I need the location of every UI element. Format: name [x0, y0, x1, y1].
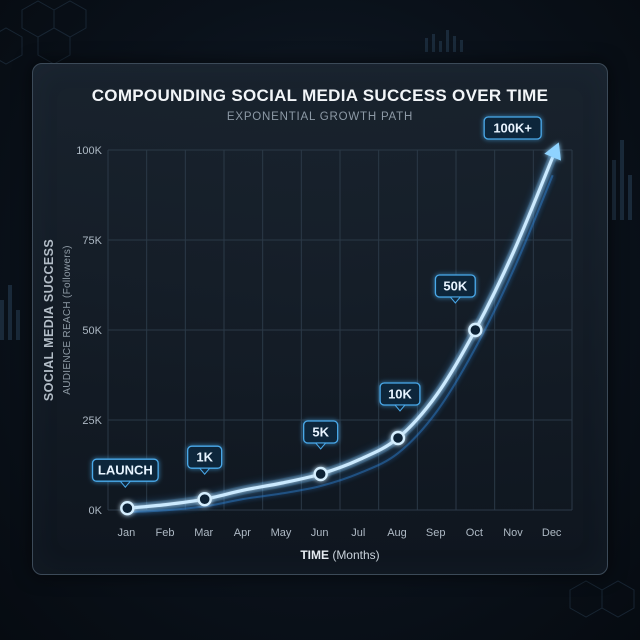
x-tick-label: Aug — [387, 527, 407, 539]
chart-subtitle: EXPONENTIAL GROWTH PATH — [226, 111, 414, 123]
x-tick-label: Feb — [156, 527, 175, 539]
milestone-point — [468, 322, 483, 338]
milestone-point — [120, 501, 135, 516]
milestone-label: 100K+ — [493, 121, 532, 136]
x-tick-label: Apr — [234, 527, 251, 539]
milestone-label: 1K — [196, 450, 213, 465]
x-axis-label: TIME (Months) — [300, 548, 379, 562]
callout-pointer — [449, 296, 462, 304]
milestone-label: 10K — [388, 387, 412, 402]
x-tick-label: Jan — [117, 527, 135, 539]
callout-pointer — [119, 480, 132, 488]
milestone-point — [197, 492, 212, 507]
y-tick-label: 25K — [82, 415, 102, 427]
x-tick-label: Oct — [466, 527, 483, 539]
series-line-echo — [127, 174, 554, 514]
series-arrowhead — [544, 142, 561, 161]
x-tick-label: Dec — [542, 527, 562, 539]
y-tick-label: 75K — [82, 235, 102, 247]
milestone-point — [390, 430, 406, 446]
callout-pointer — [198, 467, 211, 475]
y-tick-label: 50K — [82, 325, 102, 337]
x-tick-label: Mar — [194, 527, 213, 539]
y-axis-sublabel: AUDIENCE REACH (Followers) — [62, 245, 73, 394]
y-tick-label: 0K — [89, 505, 103, 517]
milestone-label: LAUNCH — [98, 463, 153, 478]
milestone-point — [313, 466, 328, 482]
milestone-label: 5K — [312, 425, 329, 440]
callout-pointer — [314, 442, 327, 450]
y-tick-label: 100K — [76, 145, 102, 157]
x-axis-title: TIME — [300, 548, 329, 562]
x-tick-label: May — [271, 527, 292, 539]
x-axis-unit: (Months) — [329, 548, 380, 562]
x-tick-label: Sep — [426, 527, 446, 539]
chart-title: COMPOUNDING SOCIAL MEDIA SUCCESS OVER TI… — [91, 86, 549, 105]
x-tick-label: Nov — [503, 527, 523, 539]
x-tick-label: Jun — [311, 527, 329, 539]
callout-pointer — [393, 404, 407, 412]
milestone-callout — [483, 116, 542, 140]
milestone-label: 50K — [443, 279, 467, 294]
y-axis-label: SOCIAL MEDIA SUCCESS — [42, 239, 56, 401]
x-tick-label: Jul — [351, 527, 365, 539]
